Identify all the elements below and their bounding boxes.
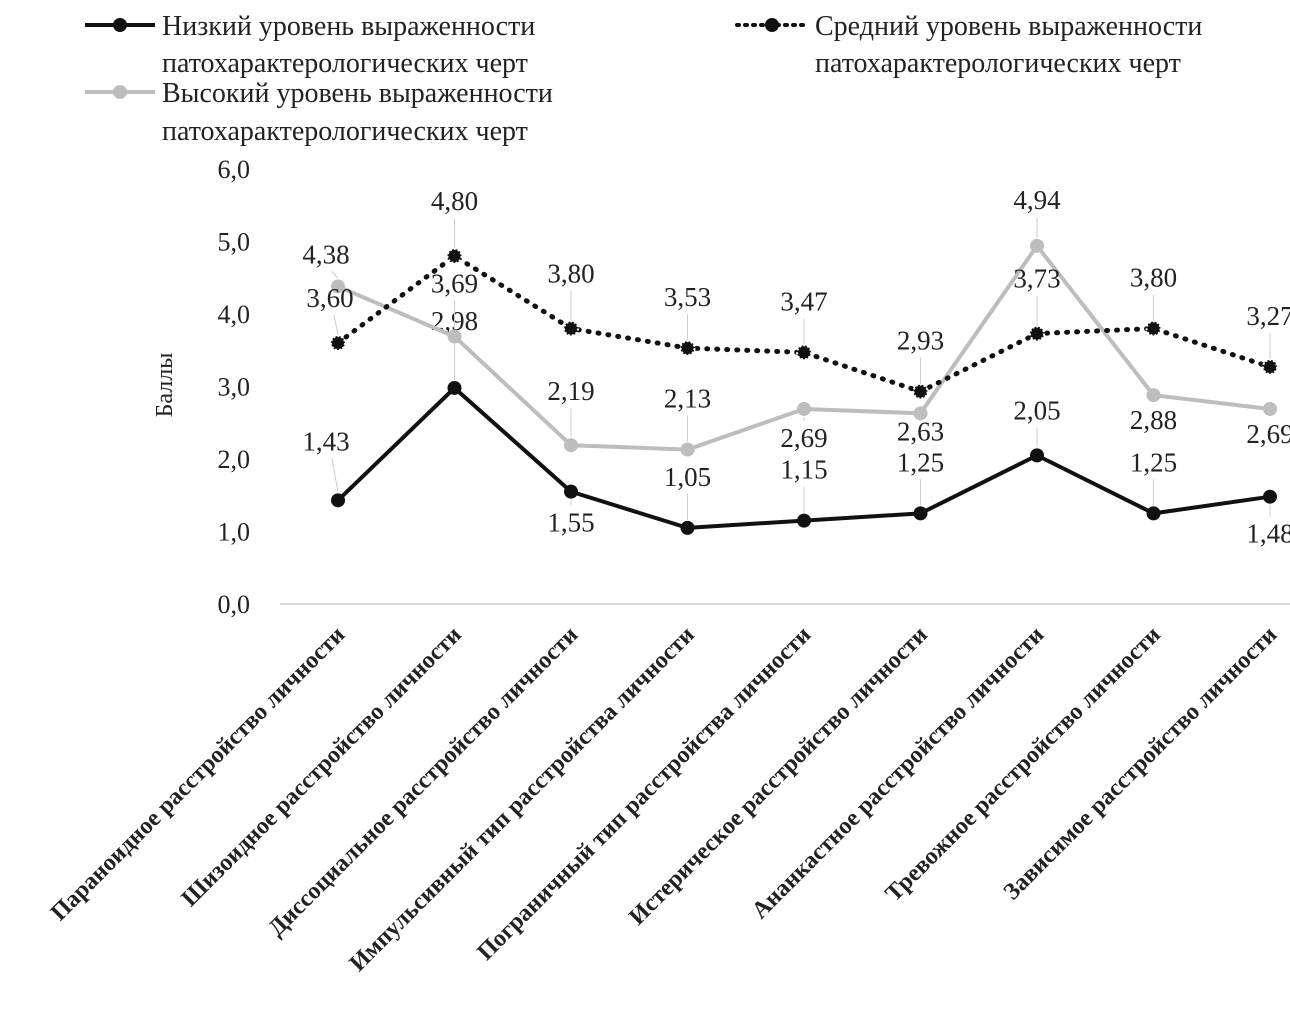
data-point-marker [330, 335, 346, 351]
legend-item-medium: Средний уровень выраженности патохаракте… [735, 11, 1202, 79]
data-label: 2,19 [547, 376, 594, 406]
data-point [331, 493, 345, 508]
x-axis-categories: Параноидное расстройство личностиШизоидн… [46, 622, 1282, 977]
data-point [564, 484, 578, 499]
data-label-leader [331, 458, 339, 493]
data-label: 3,73 [1013, 264, 1060, 294]
data-point-marker [1145, 320, 1162, 337]
data-point [1030, 326, 1044, 341]
data-point [1146, 321, 1161, 336]
data-point-marker [1262, 358, 1278, 375]
series-group: 1,432,981,551,05 1,15 1,252,051,251,48 [302, 306, 1290, 549]
data-point-marker [563, 320, 579, 337]
data-label: 1,48 [1246, 519, 1290, 549]
data-label: 4,38 [302, 239, 349, 269]
data-label: 3,47 [780, 286, 827, 316]
data-point [797, 513, 811, 528]
data-label: 1,25 [897, 447, 944, 477]
data-label: 3,80 [1130, 263, 1177, 293]
y-tick-label: 4,0 [218, 300, 251, 329]
y-tick-label: 6,0 [218, 155, 251, 184]
data-label: 3,60 [306, 283, 353, 313]
data-label: 4,94 [1013, 185, 1061, 215]
legend-item-low: Низкий уровень выраженности патохарактер… [85, 11, 535, 79]
data-label: 1,05 [664, 462, 711, 492]
data-point [680, 341, 695, 356]
data-label: 3,69 [431, 268, 478, 298]
legend-label-medium-line2: патохарактерологических черт [815, 48, 1181, 79]
y-tick-label: 5,0 [218, 228, 251, 257]
data-point-marker [796, 344, 812, 361]
chart-legend: Низкий уровень выраженности патохарактер… [85, 11, 1202, 147]
data-point [1146, 506, 1161, 521]
data-point [913, 384, 928, 399]
series-group: 3,60 4,80 3,80 3,53 3,47 2,93 3,73 3,80 3,27 [306, 186, 1290, 400]
data-point [1263, 489, 1277, 504]
data-point [680, 520, 695, 535]
series-group: 4,38 3,69 2,19 2,13 2,69 2,63 4,94 2,88 2,69 [302, 185, 1290, 457]
data-label: 2,13 [664, 384, 711, 414]
data-label: 2,05 [1013, 395, 1060, 425]
data-point [331, 336, 345, 350]
data-point-marker [1029, 325, 1045, 342]
y-axis-title: Баллы [152, 353, 178, 418]
data-point [1263, 401, 1277, 416]
data-point [331, 279, 345, 294]
data-point [913, 506, 928, 521]
data-point [447, 380, 462, 395]
data-point [1146, 388, 1161, 403]
legend-label-low-line1: Низкий уровень выраженности [162, 11, 535, 42]
data-label: 1,15 [780, 455, 827, 485]
data-label: 2,93 [897, 326, 944, 356]
data-label: 1,43 [302, 426, 349, 456]
y-tick-label: 1,0 [218, 518, 251, 547]
data-label: 3,53 [664, 282, 711, 312]
plot-area: 1,432,981,551,05 1,15 1,252,051,251,484,38… [302, 185, 1290, 549]
data-label: 2,88 [1130, 405, 1177, 435]
legend-label-low-line2: патохарактерологических черт [162, 48, 528, 79]
data-label-leader [331, 271, 339, 279]
data-point [797, 401, 811, 416]
data-label-leader [333, 314, 339, 336]
data-label: 1,55 [547, 508, 594, 538]
data-point [1263, 359, 1277, 374]
data-point-marker [446, 248, 463, 264]
data-point [1030, 448, 1044, 463]
data-point [680, 442, 695, 457]
data-point [564, 321, 578, 336]
data-point-marker [679, 340, 696, 357]
data-label: 2,69 [780, 423, 827, 453]
legend-label-high-line1: Высокий уровень выраженности [162, 78, 553, 109]
data-point-marker [912, 383, 929, 400]
data-label: 3,80 [547, 259, 594, 289]
y-axis-ticks: 0,0 1,0 2,0 3,0 4,0 5,0 6,0 [218, 155, 251, 619]
legend-label-high-line2: патохарактерологических черт [162, 116, 528, 147]
data-label: 1,25 [1130, 447, 1177, 477]
data-point [1030, 238, 1044, 253]
data-point [797, 345, 811, 360]
legend-item-high: Высокий уровень выраженности патохаракте… [85, 78, 553, 147]
y-tick-label: 3,0 [218, 373, 251, 402]
data-point [447, 249, 462, 263]
data-point [913, 406, 928, 421]
data-label: 3,27 [1246, 301, 1290, 331]
data-label: 2,63 [897, 416, 944, 446]
data-point [447, 329, 462, 344]
legend-label-medium-line1: Средний уровень выраженности [815, 11, 1202, 42]
y-tick-label: 2,0 [218, 445, 251, 474]
y-tick-label: 0,0 [218, 590, 251, 619]
series-line [335, 253, 1273, 395]
data-label: 4,80 [431, 186, 478, 216]
data-point [564, 438, 578, 453]
data-label: 2,69 [1246, 419, 1290, 449]
